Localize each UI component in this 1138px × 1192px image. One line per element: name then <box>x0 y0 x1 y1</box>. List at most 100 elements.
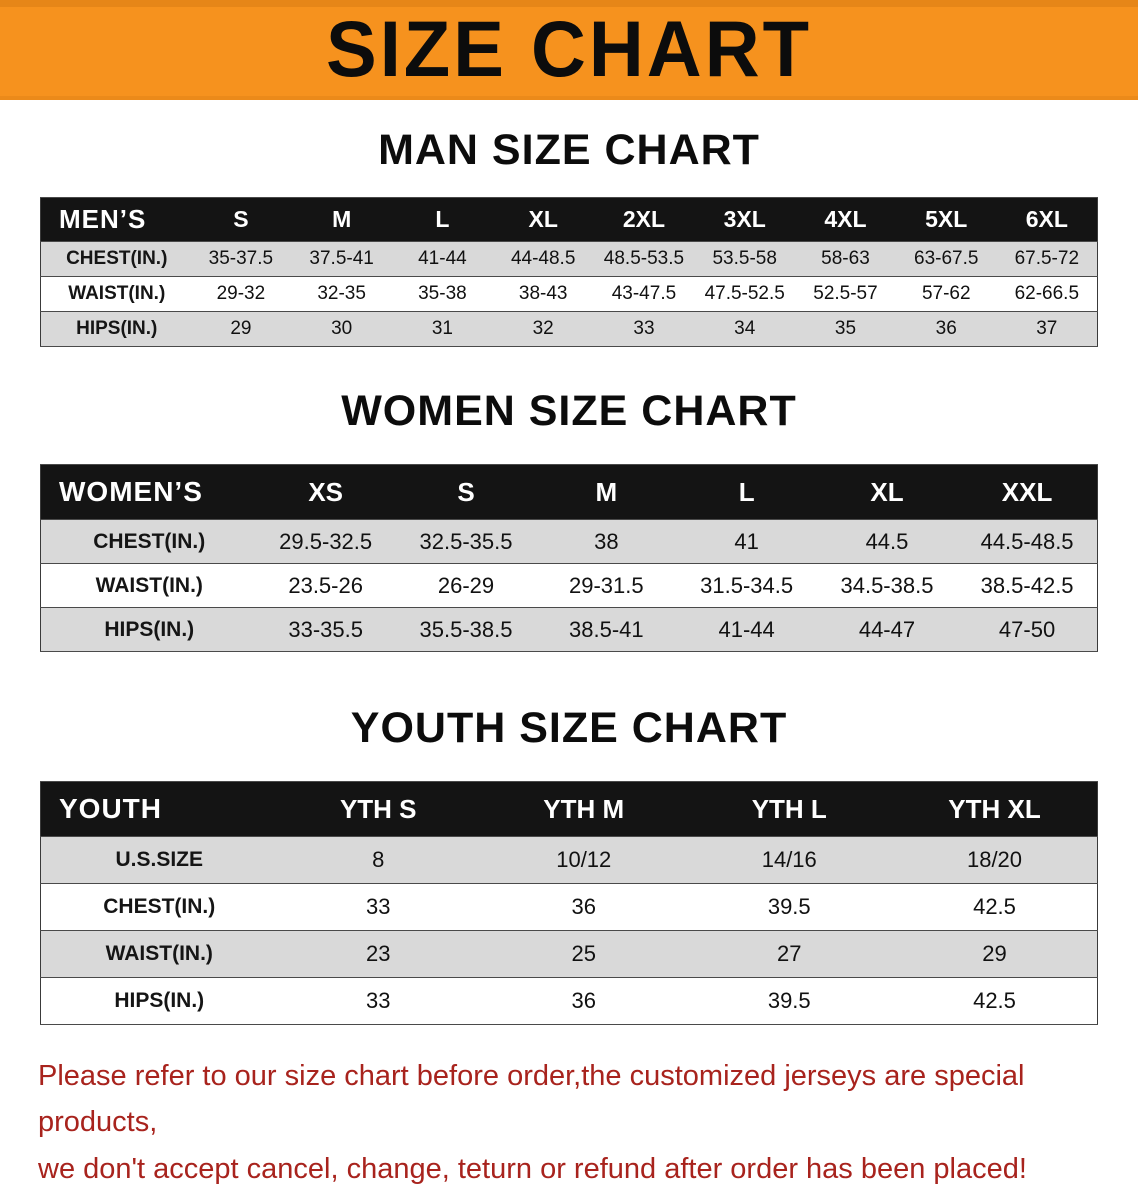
size-value: 38.5-42.5 <box>957 563 1098 608</box>
youth-section-heading: YOUTH SIZE CHART <box>350 704 788 752</box>
size-column-header: YTH L <box>686 781 892 837</box>
size-value: 32-35 <box>291 276 393 312</box>
size-value: 33-35.5 <box>255 607 396 652</box>
table-row: CHEST(IN.) 33 36 39.5 42.5 <box>40 883 1098 931</box>
size-column-header: L <box>676 464 817 520</box>
size-value: 62-66.5 <box>996 276 1098 312</box>
size-value: 23 <box>275 930 481 978</box>
size-column-header: S <box>190 197 292 242</box>
size-value: 42.5 <box>892 883 1098 931</box>
youth-size-section: YOUTH SIZE CHART YOUTH YTH S YTH M YTH L YTH… <box>0 652 1138 1025</box>
table-row: HIPS(IN.) 29 30 31 32 33 34 35 36 37 <box>40 311 1098 347</box>
disclaimer-line-2: we don't accept cancel, change, teturn o… <box>38 1152 1027 1185</box>
women-size-section: WOMEN SIZE CHART WOMEN’S XS S M L XL XXL CHEST(… <box>0 347 1138 652</box>
size-value: 29-31.5 <box>536 563 677 608</box>
youth-size-table: YOUTH YTH S YTH M YTH L YTH XL U.S.SIZE 8 10/12… <box>40 781 1098 1025</box>
row-label: WAIST(IN.) <box>40 276 191 312</box>
size-value: 37 <box>996 311 1098 347</box>
size-value: 34 <box>694 311 796 347</box>
size-value: 33 <box>593 311 695 347</box>
size-value: 38-43 <box>492 276 594 312</box>
size-value: 38.5-41 <box>536 607 677 652</box>
size-value: 36 <box>895 311 997 347</box>
size-column-header: XS <box>255 464 396 520</box>
size-value: 41 <box>676 519 817 564</box>
size-column-header: 3XL <box>694 197 796 242</box>
size-value: 29 <box>190 311 292 347</box>
size-value: 48.5-53.5 <box>593 241 695 277</box>
size-column-header: S <box>395 464 537 520</box>
size-value: 10/12 <box>481 836 687 884</box>
row-label: HIPS(IN.) <box>40 311 191 347</box>
table-row: CHEST(IN.) 29.5-32.5 32.5-35.5 38 41 44.5 44.5… <box>40 519 1098 564</box>
size-value: 44.5 <box>816 519 958 564</box>
size-value: 52.5-57 <box>795 276 896 312</box>
size-value: 58-63 <box>795 241 896 277</box>
row-label: U.S.SIZE <box>40 836 276 884</box>
size-value: 37.5-41 <box>291 241 393 277</box>
size-column-header: M <box>291 197 393 242</box>
table-row: CHEST(IN.) 35-37.5 37.5-41 41-44 44-48.5 48.5… <box>40 241 1098 277</box>
size-value: 30 <box>291 311 393 347</box>
size-column-header: 6XL <box>996 197 1098 242</box>
size-column-header: XL <box>816 464 958 520</box>
size-value: 33 <box>275 977 481 1025</box>
page-title: SIZE CHART <box>326 5 812 94</box>
size-value: 42.5 <box>892 977 1098 1025</box>
row-label: HIPS(IN.) <box>40 607 256 652</box>
size-value: 32.5-35.5 <box>395 519 537 564</box>
row-label: HIPS(IN.) <box>40 977 276 1025</box>
size-column-header: L <box>392 197 493 242</box>
size-column-header: YTH S <box>275 781 481 837</box>
size-value: 31 <box>392 311 493 347</box>
table-corner-label: YOUTH <box>40 781 276 837</box>
table-row: HIPS(IN.) 33-35.5 35.5-38.5 38.5-41 41-44 44-… <box>40 607 1098 652</box>
size-value: 36 <box>481 977 687 1025</box>
size-column-header: XXL <box>957 464 1098 520</box>
size-column-header: YTH XL <box>892 781 1098 837</box>
size-value: 47.5-52.5 <box>694 276 796 312</box>
size-value: 35-38 <box>392 276 493 312</box>
size-value: 29.5-32.5 <box>255 519 396 564</box>
size-value: 41-44 <box>676 607 817 652</box>
row-label: CHEST(IN.) <box>40 241 191 277</box>
size-value: 32 <box>492 311 594 347</box>
row-label: WAIST(IN.) <box>40 930 276 978</box>
men-size-section: MAN SIZE CHART MEN’S S M L XL 2XL 3XL 4XL 5XL 6XL… <box>0 100 1138 347</box>
size-value: 35 <box>795 311 896 347</box>
size-value: 34.5-38.5 <box>816 563 958 608</box>
row-label: CHEST(IN.) <box>40 883 276 931</box>
table-corner-label: WOMEN’S <box>40 464 256 520</box>
size-value: 39.5 <box>686 977 892 1025</box>
size-value: 31.5-34.5 <box>676 563 817 608</box>
size-value: 23.5-26 <box>255 563 396 608</box>
disclaimer-line-1: Please refer to our size chart before or… <box>38 1060 1025 1139</box>
women-section-heading: WOMEN SIZE CHART <box>341 387 797 435</box>
table-row: WAIST(IN.) 23.5-26 26-29 29-31.5 31.5-34.5 34… <box>40 563 1098 608</box>
table-row: WAIST(IN.) 23 25 27 29 <box>40 930 1098 978</box>
size-column-header: 2XL <box>593 197 695 242</box>
size-column-header: 5XL <box>895 197 997 242</box>
table-row: WAIST(IN.) 29-32 32-35 35-38 38-43 43-47.5 47.… <box>40 276 1098 312</box>
size-value: 44-48.5 <box>492 241 594 277</box>
size-value: 33 <box>275 883 481 931</box>
disclaimer-text: Please refer to our size chart before or… <box>38 1053 1100 1192</box>
size-column-header: XL <box>492 197 594 242</box>
size-value: 36 <box>481 883 687 931</box>
row-label: WAIST(IN.) <box>40 563 256 608</box>
size-value: 38 <box>536 519 677 564</box>
size-column-header: YTH M <box>481 781 687 837</box>
size-value: 26-29 <box>395 563 537 608</box>
men-section-heading: MAN SIZE CHART <box>378 126 760 174</box>
size-value: 47-50 <box>957 607 1098 652</box>
women-size-table: WOMEN’S XS S M L XL XXL CHEST(IN.) 29.5-32.5 32.5… <box>40 464 1098 652</box>
row-label: CHEST(IN.) <box>40 519 256 564</box>
size-value: 41-44 <box>392 241 493 277</box>
size-value: 35-37.5 <box>190 241 292 277</box>
size-value: 67.5-72 <box>996 241 1098 277</box>
size-value: 53.5-58 <box>694 241 796 277</box>
table-row: U.S.SIZE 8 10/12 14/16 18/20 <box>40 836 1098 884</box>
size-value: 63-67.5 <box>895 241 997 277</box>
size-column-header: M <box>536 464 677 520</box>
